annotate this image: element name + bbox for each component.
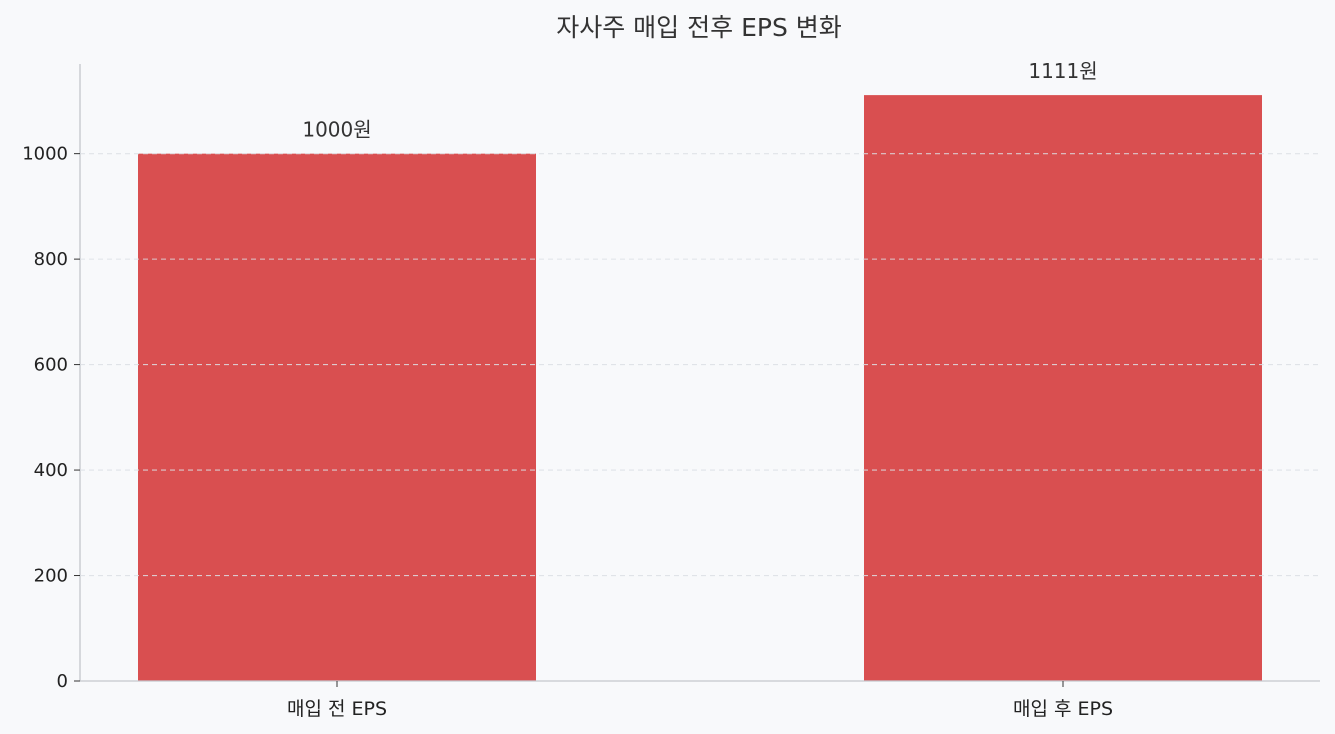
chart-title: 자사주 매입 전후 EPS 변화 [556,13,842,42]
y-tick-label-800: 800 [34,249,68,270]
data-label-1: 1000원 [302,118,371,142]
y-tick-label-200: 200 [34,566,68,587]
bars [138,95,1262,682]
y-tick-label-400: 400 [34,460,68,481]
bar-2 [864,95,1262,682]
y-tick-label-1000: 1000 [22,144,68,165]
y-tick-label-600: 600 [34,355,68,376]
axes [74,64,1320,687]
x-tick-label-1: 매입 전 EPS [287,698,387,720]
data-label-2: 1111원 [1028,59,1097,83]
x-tick-label-2: 매입 후 EPS [1013,698,1113,720]
labels: 0 200 400 600 800 1000 매입 전 EPS 매입 후 EPS 1000원 11… [22,59,1320,720]
y-tick-label-0: 0 [57,671,68,692]
bar-1 [138,153,536,682]
